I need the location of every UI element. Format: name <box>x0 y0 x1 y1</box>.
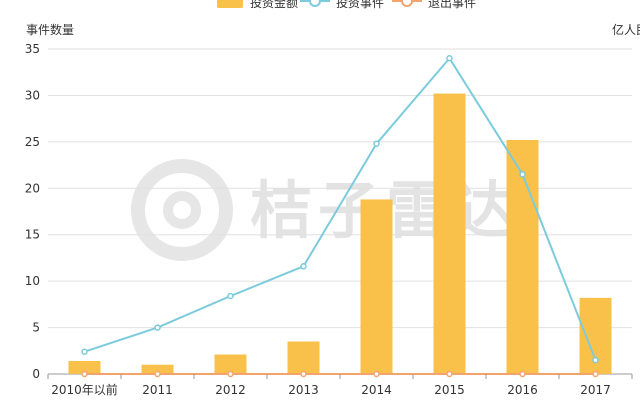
bar[interactable] <box>506 140 539 374</box>
data-point[interactable] <box>81 370 88 378</box>
legend-label-line-exit: 退出事件 <box>428 0 476 10</box>
data-point[interactable] <box>81 348 88 355</box>
data-point[interactable] <box>446 370 453 378</box>
x-tick-label: 2014 <box>361 383 392 397</box>
x-tick-label: 2016 <box>507 383 538 397</box>
y-tick-label: 0 <box>32 367 40 381</box>
y-tick-label: 25 <box>25 135 40 149</box>
legend-item-line-exit[interactable]: 退出事件 <box>392 0 476 10</box>
data-point[interactable] <box>373 140 380 147</box>
bar[interactable] <box>214 354 247 375</box>
data-point[interactable] <box>373 370 380 378</box>
y-tick-label: 35 <box>25 42 40 56</box>
data-point[interactable] <box>300 263 307 270</box>
bar[interactable] <box>141 364 174 374</box>
x-tick-label: 2017 <box>580 383 611 397</box>
y-tick-label: 10 <box>25 274 40 288</box>
bar-series <box>68 93 612 375</box>
data-point[interactable] <box>300 370 307 378</box>
y-tick-label: 20 <box>25 181 40 195</box>
x-tick-label: 2012 <box>215 383 246 397</box>
x-tick-label: 2013 <box>288 383 319 397</box>
y-axis-title: 事件数量 <box>26 22 74 37</box>
line-invest-events <box>84 56 597 361</box>
legend-item-bar[interactable]: 投资金额 <box>217 0 298 10</box>
data-point[interactable] <box>592 370 599 378</box>
bar[interactable] <box>360 199 393 374</box>
watermark-logo-icon <box>131 159 233 261</box>
data-point[interactable] <box>227 370 234 378</box>
y-axis-ticks: 0 5 10 15 20 25 30 35 <box>25 42 40 381</box>
y-tick-label: 5 <box>32 321 40 335</box>
y2-axis-title: 亿人民币 <box>612 22 640 37</box>
data-point[interactable] <box>519 171 526 178</box>
data-point[interactable] <box>154 324 161 331</box>
x-tick-label: 2015 <box>434 383 465 397</box>
bar[interactable] <box>287 341 320 375</box>
legend: 投资金额 投资事件 退出事件 <box>217 0 476 10</box>
x-tick-label: 2011 <box>142 383 173 397</box>
data-point[interactable] <box>227 292 234 300</box>
legend-swatch-bar <box>217 0 243 8</box>
x-tick-label: 2010年以前 <box>51 382 118 397</box>
legend-marker-line-exit <box>401 0 413 7</box>
data-point[interactable] <box>519 370 526 378</box>
data-point[interactable] <box>592 356 599 364</box>
x-axis: 2010年以前 2011 2012 2013 2014 2015 2016 2017 <box>47 374 633 397</box>
y-tick-label: 15 <box>25 228 40 242</box>
legend-label-bar: 投资金额 <box>250 0 298 10</box>
data-point[interactable] <box>446 55 453 62</box>
legend-marker-line-invest <box>309 0 321 7</box>
legend-label-line-invest: 投资事件 <box>336 0 384 10</box>
bar[interactable] <box>68 361 101 374</box>
legend-item-line-invest[interactable]: 投资事件 <box>300 0 384 10</box>
bar[interactable] <box>433 93 466 375</box>
y-tick-label: 30 <box>25 88 40 102</box>
data-point[interactable] <box>154 370 161 378</box>
